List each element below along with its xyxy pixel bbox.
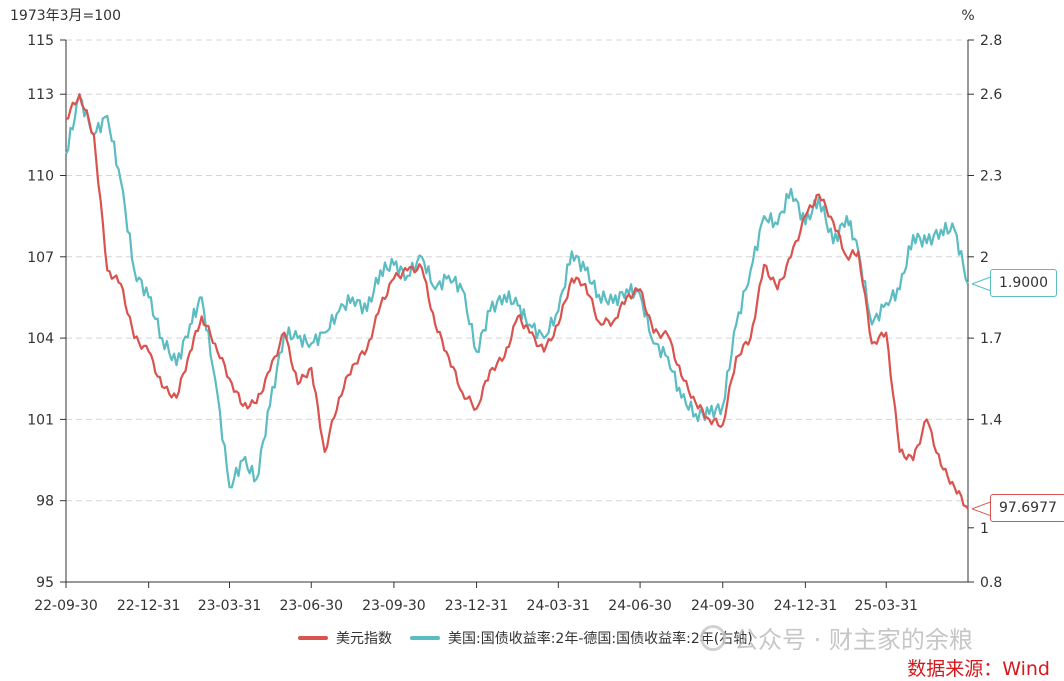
right-tick-label: 2 [980, 250, 989, 266]
legend-swatch-spread [410, 636, 440, 640]
watermark: 公众号 · 财主家的余粮 [700, 620, 973, 655]
left-tick-label: 95 [36, 575, 54, 591]
right-tick-label: 1 [980, 521, 989, 537]
left-tick-label: 104 [27, 331, 54, 347]
right-unit-label: % [961, 8, 974, 24]
chart-svg: 95 98 101 104 107 110 113 115 0.8 1 1.4 1.7 2 2.3 2.6 2… [10, 8, 1002, 614]
left-tick-label: 113 [27, 87, 54, 103]
x-tick-label: 25-03-31 [854, 598, 918, 614]
right-tick-label: 2.6 [980, 87, 1002, 103]
right-tick-label: 0.8 [980, 575, 1002, 591]
left-tick-label: 98 [36, 494, 54, 510]
spread-end-label: 1.9000 [990, 268, 1057, 297]
x-tick-label: 24-09-30 [691, 598, 755, 614]
axis-labels: 95 98 101 104 107 110 113 115 0.8 1 1.4 1.7 2 2.3 2.6 2… [10, 8, 1002, 614]
legend-label-dxy: 美元指数 [336, 631, 392, 647]
left-unit-label: 1973年3月=100 [10, 8, 121, 24]
watermark-text: 公众号 · 财主家的余粮 [734, 626, 973, 654]
x-tick-label: 23-09-30 [362, 598, 426, 614]
x-tick-label: 24-12-31 [774, 598, 838, 614]
legend-item-dxy[interactable]: 美元指数 [298, 628, 392, 648]
x-tick-label: 23-12-31 [445, 598, 509, 614]
left-tick-label: 110 [27, 169, 54, 185]
right-tick-label: 2.8 [980, 33, 1002, 49]
axes [60, 39, 974, 588]
right-tick-label: 1.7 [980, 331, 1002, 347]
spread-series-line [65, 95, 969, 489]
legend-label-spread: 美国:国债收益率:2年-德国:国债收益率:2年(右轴) [448, 631, 753, 647]
wechat-logo-icon [700, 624, 726, 651]
legend: 美元指数 美国:国债收益率:2年-德国:国债收益率:2年(右轴) [298, 628, 753, 648]
x-tick-label: 22-09-30 [34, 598, 98, 614]
dxy-series-line [65, 93, 969, 510]
left-tick-label: 107 [27, 250, 54, 266]
x-tick-label: 24-06-30 [608, 598, 672, 614]
series-lines [65, 93, 992, 517]
source-note: 数据来源：Wind [907, 658, 1050, 680]
gridlines [66, 39, 968, 502]
end-label-pointer [971, 276, 992, 292]
x-tick-label: 23-06-30 [279, 598, 343, 614]
left-tick-label: 101 [27, 412, 54, 428]
legend-item-spread[interactable]: 美国:国债收益率:2年-德国:国债收益率:2年(右轴) [410, 628, 753, 648]
legend-swatch-dxy [298, 636, 328, 640]
end-label-pointer [971, 501, 992, 517]
left-tick-label: 115 [27, 33, 54, 49]
x-tick-label: 24-03-31 [527, 598, 591, 614]
x-tick-label: 23-03-31 [198, 598, 262, 614]
right-tick-label: 1.4 [980, 412, 1002, 428]
right-tick-label: 2.3 [980, 169, 1002, 185]
dxy-end-label: 97.6977 [990, 493, 1064, 522]
x-tick-label: 22-12-31 [117, 598, 181, 614]
